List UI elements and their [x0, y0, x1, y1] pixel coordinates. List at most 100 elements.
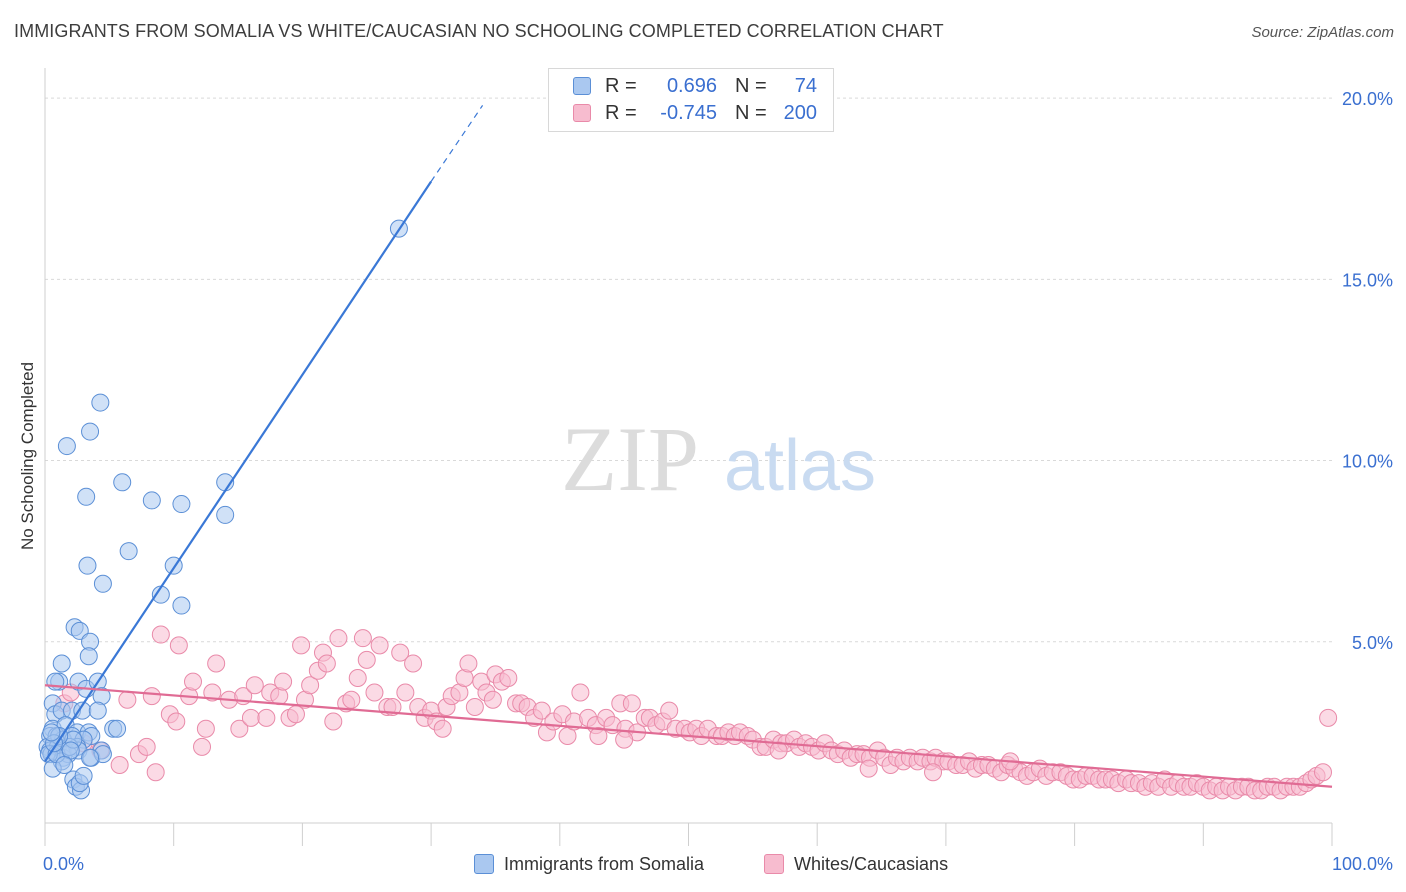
legend-n-label: N = [735, 74, 767, 97]
tick-labels: 5.0% 10.0% 15.0% 20.0% 0.0% 100.0% [43, 89, 1393, 874]
data-point-whites [622, 694, 641, 713]
data-point-whites [404, 654, 423, 673]
legend-r-label: R = [605, 101, 637, 124]
data-point-whites [257, 708, 276, 727]
data-point-whites [859, 759, 878, 778]
bottom-legend-somalia: Immigrants from Somalia [474, 852, 704, 876]
data-point-whites [184, 672, 203, 691]
data-point-whites [286, 705, 305, 724]
data-point-somalia [91, 393, 110, 412]
legend-row-whites: R = -0.745 N = 200 [573, 101, 817, 125]
data-point-somalia [52, 654, 71, 673]
data-point-whites [499, 669, 518, 688]
data-point-whites [317, 654, 336, 673]
data-point-whites [207, 654, 226, 673]
series-somalia-points [38, 219, 408, 800]
bottom-legend-swatch-somalia [474, 854, 494, 874]
watermark-atlas: atlas [724, 426, 876, 506]
bottom-legend-swatch-whites [764, 854, 784, 874]
data-point-whites [292, 636, 311, 655]
x-tick-label: 100.0% [1332, 854, 1393, 874]
data-point-somalia [119, 542, 138, 561]
data-point-somalia [42, 723, 61, 742]
data-point-whites [357, 650, 376, 669]
legend-n-label: N = [735, 101, 767, 124]
data-point-whites [353, 629, 372, 648]
y-tick-label: 20.0% [1342, 89, 1393, 109]
legend-swatch-somalia [573, 77, 591, 95]
data-point-whites [391, 643, 410, 662]
chart-title: IMMIGRANTS FROM SOMALIA VS WHITE/CAUCASI… [14, 21, 944, 41]
legend-r-label: R = [605, 74, 637, 97]
data-point-somalia [78, 556, 97, 575]
data-point-whites [137, 737, 156, 756]
data-point-whites [370, 636, 389, 655]
data-point-whites [433, 719, 452, 738]
legend-r-value-somalia: 0.696 [666, 74, 717, 97]
data-point-whites [615, 730, 634, 749]
data-point-whites [329, 629, 348, 648]
legend-row-somalia: R = 0.696 N = 74 [573, 74, 817, 98]
trend-lines [44, 105, 1333, 788]
data-point-whites [924, 763, 943, 782]
y-axis-label: No Schooling Completed [18, 361, 37, 551]
legend-r-value-whites: -0.745 [660, 101, 717, 124]
data-point-whites [324, 712, 343, 731]
data-point-whites [660, 701, 679, 720]
y-tick-label: 10.0% [1342, 452, 1393, 472]
data-point-whites [1313, 763, 1332, 782]
watermark-zip: ZIP [561, 408, 699, 510]
data-point-whites [465, 698, 484, 717]
data-point-whites [396, 683, 415, 702]
trend-line-whites [44, 684, 1333, 788]
data-point-whites [241, 708, 260, 727]
data-point-whites [110, 756, 129, 775]
data-point-somalia [93, 574, 112, 593]
data-point-somalia [77, 487, 96, 506]
watermark: ZIP atlas [561, 408, 876, 510]
data-point-whites [342, 690, 361, 709]
data-point-whites [348, 669, 367, 688]
data-point-somalia [81, 748, 100, 767]
data-point-whites [769, 741, 788, 760]
legend-n-value-whites: 200 [783, 101, 817, 124]
data-point-somalia [142, 491, 161, 510]
data-point-whites [532, 701, 551, 720]
data-point-whites [1319, 708, 1338, 727]
legend-n-value-somalia: 74 [794, 74, 817, 97]
data-point-somalia [57, 437, 76, 456]
data-point-whites [571, 683, 590, 702]
data-point-whites [142, 687, 161, 706]
data-point-somalia [81, 422, 100, 441]
y-tick-label: 15.0% [1342, 270, 1393, 290]
data-point-whites [459, 654, 478, 673]
data-point-whites [365, 683, 384, 702]
data-point-whites [196, 719, 215, 738]
data-point-whites [151, 625, 170, 644]
source-label: Source: ZipAtlas.com [1251, 24, 1394, 41]
data-point-whites [483, 690, 502, 709]
bottom-legend-label-somalia: Immigrants from Somalia [504, 853, 705, 874]
trend-line-somalia-extension [430, 105, 484, 182]
data-point-whites [245, 676, 264, 695]
data-point-whites [589, 727, 608, 746]
data-point-whites [301, 676, 320, 695]
data-point-whites [169, 636, 188, 655]
trend-line-somalia [44, 180, 433, 762]
x-tick-label: 0.0% [43, 854, 84, 874]
data-point-whites [203, 683, 222, 702]
bottom-legend-label-whites: Whites/Caucasians [794, 853, 949, 874]
data-point-somalia [172, 495, 191, 514]
data-point-whites [274, 672, 293, 691]
data-point-whites [167, 712, 186, 731]
data-point-somalia [113, 473, 132, 492]
grid-lines [45, 97, 1332, 643]
data-point-somalia [74, 766, 93, 785]
data-point-somalia [55, 756, 74, 775]
legend-swatch-whites [573, 104, 591, 122]
data-point-whites [146, 763, 165, 782]
data-point-whites [193, 737, 212, 756]
data-point-somalia [216, 505, 235, 524]
data-point-whites [230, 719, 249, 738]
